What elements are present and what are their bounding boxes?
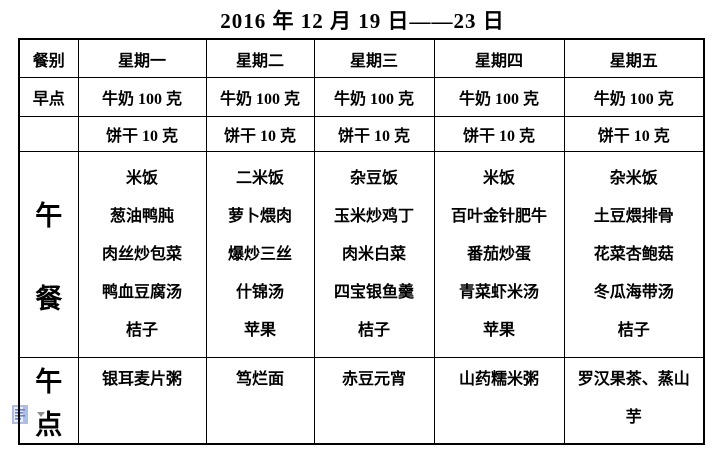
lunch-label-char: 餐 bbox=[35, 283, 63, 314]
dish-line: 玉米炒鸡丁 bbox=[333, 207, 414, 225]
dish-line: 冬瓜海带汤 bbox=[593, 283, 674, 301]
dish-line: 花菜杏鲍菇 bbox=[593, 245, 674, 263]
breakfast-milk-cell: 牛奶 100 克 bbox=[77, 77, 207, 117]
dish-line: 苹果 bbox=[482, 321, 515, 339]
dish-line: 什锦汤 bbox=[235, 283, 284, 301]
page-title: 2016 年 12 月 19 日——23 日 bbox=[220, 9, 505, 33]
snack-text: 赤豆元宵 bbox=[341, 371, 406, 388]
snack-label-char: 午 bbox=[35, 366, 63, 397]
lunch-cell-thursday: 米饭 百叶金针肥牛 番茄炒蛋 青菜虾米汤 苹果 bbox=[433, 151, 565, 358]
dish-line: 桔子 bbox=[617, 321, 650, 339]
dish-line: 土豆煨排骨 bbox=[593, 207, 674, 225]
lunch-cell-friday: 杂米饭 土豆煨排骨 花菜杏鲍菇 冬瓜海带汤 桔子 bbox=[563, 151, 705, 358]
dish-line: 萝卜煨肉 bbox=[227, 207, 292, 225]
snack-cell-wednesday: 赤豆元宵 bbox=[313, 357, 435, 445]
snack-label-char: 点 bbox=[35, 409, 63, 440]
lunch-cell-monday: 米饭 葱油鸭肫 肉丝炒包菜 鸭血豆腐汤 桔子 bbox=[77, 151, 207, 358]
snack-cell-tuesday: 笃烂面 bbox=[205, 357, 315, 445]
dish-line: 爆炒三丝 bbox=[227, 245, 292, 263]
dish-line: 肉米白菜 bbox=[341, 245, 406, 263]
header-cell-tuesday: 星期二 bbox=[205, 38, 315, 78]
snack-text: 罗汉果茶、蒸山芋 bbox=[577, 371, 690, 426]
breakfast-biscuit-cell: 饼干 10 克 bbox=[77, 116, 207, 152]
breakfast-biscuit-cell: 饼干 10 克 bbox=[433, 116, 565, 152]
breakfast-empty-label bbox=[18, 116, 79, 152]
snack-cell-friday: 罗汉果茶、蒸山芋 bbox=[563, 357, 705, 445]
table-row: 饼干 10 克 饼干 10 克 饼干 10 克 饼干 10 克 饼干 10 克 bbox=[18, 116, 705, 152]
lunch-cell-wednesday: 杂豆饭 玉米炒鸡丁 肉米白菜 四宝银鱼羹 桔子 bbox=[313, 151, 435, 358]
breakfast-biscuit-cell: 饼干 10 克 bbox=[205, 116, 315, 152]
table-row: 午 点 银耳麦片粥 笃烂面 赤豆元宵 山药糯米粥 罗汉果茶、蒸山芋 bbox=[18, 357, 705, 445]
dish-line: 杂豆饭 bbox=[349, 169, 398, 187]
dish-line: 青菜虾米汤 bbox=[458, 283, 539, 301]
dish-line: 桔子 bbox=[357, 321, 390, 339]
snack-cell-monday: 银耳麦片粥 bbox=[77, 357, 207, 445]
dish-line: 番茄炒蛋 bbox=[466, 245, 531, 263]
breakfast-label: 早点 bbox=[18, 77, 79, 117]
dish-line: 米饭 bbox=[482, 169, 515, 187]
breakfast-milk-cell: 牛奶 100 克 bbox=[205, 77, 315, 117]
weekly-menu-table: 餐别 星期一 星期二 星期三 星期四 星期五 早点 牛奶 100 克 牛奶 10… bbox=[18, 38, 705, 445]
snack-text: 笃烂面 bbox=[235, 371, 284, 388]
dish-line: 百叶金针肥牛 bbox=[450, 207, 547, 225]
snack-text: 银耳麦片粥 bbox=[101, 371, 182, 388]
lunch-label-char: 午 bbox=[35, 200, 63, 231]
dish-line: 鸭血豆腐汤 bbox=[101, 283, 182, 301]
snack-cell-thursday: 山药糯米粥 bbox=[433, 357, 565, 445]
table-row: 早点 牛奶 100 克 牛奶 100 克 牛奶 100 克 牛奶 100 克 牛… bbox=[18, 77, 705, 117]
dish-line: 苹果 bbox=[243, 321, 276, 339]
lunch-label: 午 餐 bbox=[18, 151, 79, 358]
breakfast-biscuit-cell: 饼干 10 克 bbox=[313, 116, 435, 152]
snack-text: 山药糯米粥 bbox=[458, 371, 539, 388]
snack-label: 午 点 bbox=[18, 357, 79, 445]
breakfast-milk-cell: 牛奶 100 克 bbox=[563, 77, 705, 117]
dish-line: 米饭 bbox=[125, 169, 158, 187]
header-cell-wednesday: 星期三 bbox=[313, 38, 435, 78]
dish-line: 四宝银鱼羹 bbox=[333, 283, 414, 301]
header-cell-thursday: 星期四 bbox=[433, 38, 565, 78]
dish-line: 桔子 bbox=[125, 321, 158, 339]
table-row: 午 餐 米饭 葱油鸭肫 肉丝炒包菜 鸭血豆腐汤 桔子 二米饭 萝卜煨肉 爆炒三丝… bbox=[18, 151, 705, 358]
table-row: 餐别 星期一 星期二 星期三 星期四 星期五 bbox=[18, 38, 705, 78]
dish-line: 肉丝炒包菜 bbox=[101, 245, 182, 263]
breakfast-milk-cell: 牛奶 100 克 bbox=[433, 77, 565, 117]
dish-line: 葱油鸭肫 bbox=[109, 207, 174, 225]
header-cell-monday: 星期一 bbox=[77, 38, 207, 78]
header-cell-friday: 星期五 bbox=[563, 38, 705, 78]
breakfast-biscuit-cell: 饼干 10 克 bbox=[563, 116, 705, 152]
breakfast-milk-cell: 牛奶 100 克 bbox=[313, 77, 435, 117]
header-cell-meal: 餐别 bbox=[18, 38, 79, 78]
dish-line: 二米饭 bbox=[235, 169, 284, 187]
dish-line: 杂米饭 bbox=[609, 169, 658, 187]
lunch-cell-tuesday: 二米饭 萝卜煨肉 爆炒三丝 什锦汤 苹果 bbox=[205, 151, 315, 358]
